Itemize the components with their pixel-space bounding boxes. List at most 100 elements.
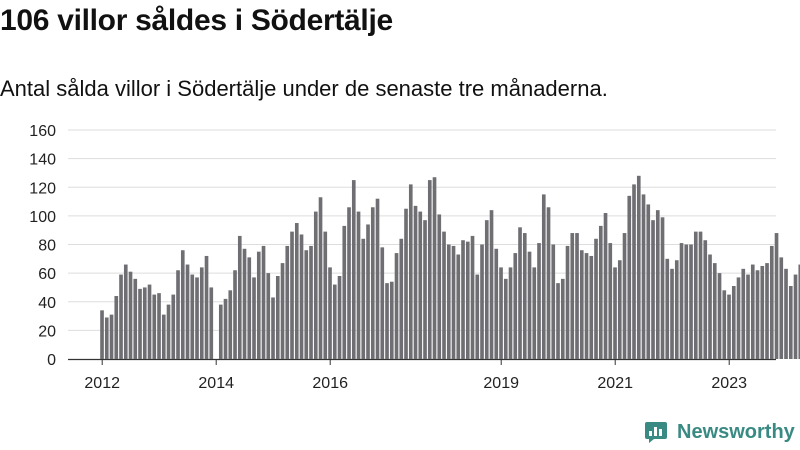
x-tick-label: 2016 <box>312 375 348 392</box>
y-tick-label: 60 <box>38 266 56 283</box>
bar <box>294 223 299 359</box>
bar <box>736 277 741 359</box>
bar <box>522 233 527 359</box>
bar <box>128 271 133 359</box>
bar <box>560 278 565 359</box>
bar <box>437 214 442 359</box>
bar <box>366 224 370 359</box>
bar <box>646 204 651 359</box>
bar <box>299 234 304 359</box>
y-tick-label: 80 <box>38 238 56 255</box>
bar <box>318 197 323 359</box>
bar <box>722 290 727 359</box>
bar <box>123 264 128 359</box>
bar <box>380 247 385 359</box>
bar <box>575 233 579 359</box>
bar <box>328 267 332 359</box>
bar <box>551 244 556 359</box>
bar <box>261 245 266 359</box>
bar <box>133 278 138 359</box>
bar <box>541 194 546 359</box>
y-tick-label: 140 <box>29 152 56 169</box>
bar <box>475 274 480 359</box>
bar <box>627 195 632 359</box>
bar <box>684 244 689 359</box>
bar <box>570 233 575 359</box>
bar <box>342 225 347 359</box>
bar <box>532 267 537 359</box>
bar <box>755 270 760 359</box>
bar <box>665 258 670 359</box>
x-tick-label: 2019 <box>483 375 519 392</box>
bar <box>565 245 570 359</box>
bar <box>237 235 242 359</box>
bar <box>632 184 636 359</box>
bar <box>266 273 271 360</box>
bar <box>180 250 185 359</box>
bar <box>337 275 342 359</box>
bar <box>774 233 779 359</box>
bar <box>142 287 147 359</box>
bar <box>712 263 717 359</box>
bar <box>247 257 252 359</box>
bar <box>527 251 532 359</box>
bar <box>788 286 793 359</box>
bar <box>446 244 451 359</box>
bar <box>660 217 665 359</box>
bar <box>233 270 237 359</box>
bar <box>727 294 731 359</box>
bar <box>399 238 404 359</box>
bar <box>731 286 736 359</box>
bar <box>470 235 475 359</box>
bar <box>304 250 309 359</box>
bar <box>537 243 541 359</box>
bar <box>461 240 465 359</box>
bar <box>518 227 522 359</box>
bar <box>708 254 712 359</box>
bar <box>760 265 765 359</box>
bar <box>499 267 503 359</box>
bar <box>423 220 427 359</box>
y-axis-ticks: 0 20 40 60 80 100 120 140 160 <box>29 123 56 369</box>
bar <box>290 231 294 359</box>
bar <box>698 231 703 359</box>
bar <box>385 283 389 359</box>
bar <box>195 277 199 359</box>
bar <box>418 211 423 359</box>
newsworthy-logo-icon <box>645 422 667 443</box>
y-tick-label: 160 <box>29 123 56 140</box>
bar <box>375 198 380 359</box>
bar <box>513 253 518 359</box>
bar <box>442 231 446 359</box>
bar <box>190 274 195 359</box>
bar <box>271 297 275 359</box>
bar <box>114 296 119 359</box>
bar <box>750 264 755 359</box>
bar <box>432 177 437 359</box>
bar <box>104 317 109 359</box>
bar <box>161 314 166 359</box>
bar <box>617 260 622 359</box>
bar <box>651 220 655 359</box>
bar <box>309 245 313 359</box>
x-axis-ticks: 2012201420162019202120232025 <box>84 359 747 392</box>
bar <box>484 220 489 359</box>
bar <box>361 238 366 359</box>
bar <box>185 264 190 359</box>
bar <box>389 281 394 359</box>
bar <box>689 244 693 359</box>
bar <box>674 260 679 359</box>
bar <box>252 277 256 359</box>
bar <box>622 233 627 359</box>
bar <box>679 243 684 359</box>
bar <box>119 274 123 359</box>
y-tick-label: 20 <box>38 323 56 340</box>
bar <box>275 275 280 359</box>
bar <box>741 268 746 359</box>
bar <box>351 180 356 359</box>
x-tick-label: 2012 <box>84 375 120 392</box>
bar <box>465 241 470 359</box>
bar <box>594 238 598 359</box>
bar <box>100 310 104 359</box>
